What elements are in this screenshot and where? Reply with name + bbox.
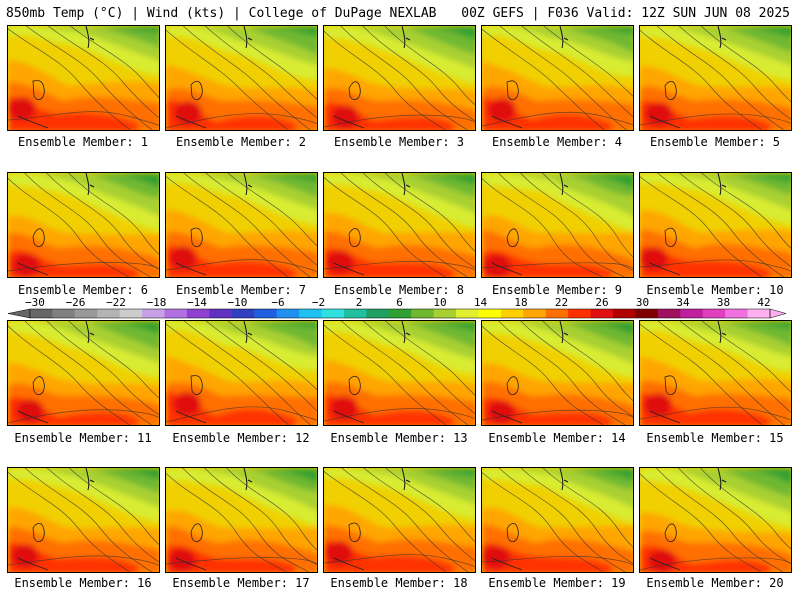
ensemble-member-label: Ensemble Member: 10 (646, 283, 784, 297)
colorbar-tick-label: −30 (25, 296, 45, 309)
run-info: 00Z GEFS | F036 Valid: 12Z SUN JUN 08 20… (461, 6, 790, 21)
ensemble-member-label: Ensemble Member: 3 (333, 135, 465, 149)
ensemble-map-panel (323, 320, 476, 426)
colorbar-tick-label: 6 (396, 296, 403, 309)
colorbar-swatch (164, 309, 188, 318)
colorbar-tick-label: 22 (555, 296, 568, 309)
colorbar-swatch (433, 309, 457, 318)
ensemble-member-label: Ensemble Member: 17 (172, 576, 310, 590)
colorbar-swatch (635, 309, 659, 318)
ensemble-member-label: Ensemble Member: 4 (491, 135, 623, 149)
ensemble-member-label: Ensemble Member: 19 (488, 576, 626, 590)
colorbar-swatch (299, 309, 323, 318)
ensemble-map-panel (165, 320, 318, 426)
ensemble-member-label: Ensemble Member: 13 (330, 431, 468, 445)
ensemble-map-panel (639, 172, 792, 278)
ensemble-map-panel (7, 320, 160, 426)
colorbar-swatch (411, 309, 435, 318)
colorbar-swatch (747, 309, 771, 318)
colorbar-tick-label: −2 (312, 296, 325, 309)
ensemble-member-label: Ensemble Member: 6 (17, 283, 149, 297)
colorbar-tick-label: 26 (595, 296, 608, 309)
ensemble-member-label: Ensemble Member: 7 (175, 283, 307, 297)
ensemble-map-panel (323, 172, 476, 278)
colorbar-right-arrow (769, 308, 787, 319)
ensemble-member-label: Ensemble Member: 15 (646, 431, 784, 445)
colorbar-tick-label: −14 (187, 296, 207, 309)
colorbar-swatch (613, 309, 636, 318)
colorbar-swatch (74, 309, 98, 318)
colorbar-tick-label: −6 (271, 296, 284, 309)
ensemble-map-panel (323, 25, 476, 131)
colorbar-swatch (276, 309, 300, 318)
ensemble-map-panel (481, 25, 634, 131)
colorbar-swatch (97, 309, 121, 318)
colorbar-swatch (725, 309, 749, 318)
colorbar-tick-label: −10 (228, 296, 248, 309)
temperature-colorbar: −30 −26 −22 −18 −14 −10 −6 −2 2 6 10 14 18 22 26 30 34 38… (7, 296, 787, 319)
colorbar-swatch (142, 309, 166, 318)
ensemble-member-label: Ensemble Member: 5 (649, 135, 781, 149)
ensemble-member-label: Ensemble Member: 20 (646, 576, 784, 590)
ensemble-member-label: Ensemble Member: 11 (14, 431, 152, 445)
ensemble-map-panel (165, 25, 318, 131)
colorbar-tick-label: 30 (636, 296, 649, 309)
ensemble-member-label: Ensemble Member: 18 (330, 576, 468, 590)
colorbar-swatch (680, 309, 704, 318)
colorbar-tick-label: −18 (147, 296, 167, 309)
ensemble-map-panel (165, 467, 318, 573)
ensemble-member-label: Ensemble Member: 8 (333, 283, 465, 297)
colorbar-tick-label: −22 (106, 296, 126, 309)
ensemble-member-label: Ensemble Member: 1 (17, 135, 149, 149)
colorbar-swatch (231, 309, 255, 318)
colorbar-tick-label: 2 (356, 296, 363, 309)
colorbar-swatch (366, 309, 390, 318)
ensemble-member-label: Ensemble Member: 2 (175, 135, 307, 149)
colorbar-tick-label: 38 (717, 296, 730, 309)
colorbar-swatch (702, 309, 726, 318)
colorbar-swatch (478, 309, 502, 318)
ensemble-map-panel (639, 467, 792, 573)
colorbar-swatch (321, 309, 345, 318)
ensemble-map-panel (639, 25, 792, 131)
ensemble-map-panel (481, 172, 634, 278)
colorbar-swatch (590, 309, 614, 318)
ensemble-map-panel (323, 467, 476, 573)
colorbar-swatch (209, 309, 233, 318)
ensemble-map-panel (165, 172, 318, 278)
colorbar-tick-label: 42 (757, 296, 770, 309)
ensemble-map-panel (481, 320, 634, 426)
colorbar-tick-label: 10 (433, 296, 446, 309)
ensemble-member-label: Ensemble Member: 16 (14, 576, 152, 590)
ensemble-map-panel (7, 467, 160, 573)
colorbar-tick-label: 18 (514, 296, 527, 309)
colorbar-swatch (343, 309, 367, 318)
colorbar-swatch (254, 309, 278, 318)
colorbar-swatch (388, 309, 412, 318)
ensemble-member-label: Ensemble Member: 14 (488, 431, 626, 445)
colorbar-swatch (456, 309, 479, 318)
colorbar-tick-label: 34 (676, 296, 690, 309)
colorbar-swatch (30, 309, 53, 318)
colorbar-left-arrow (7, 308, 31, 319)
product-title: 850mb Temp (°C) | Wind (kts) | College o… (6, 6, 437, 21)
colorbar-tick-label: −26 (66, 296, 86, 309)
ensemble-map-panel (7, 25, 160, 131)
colorbar-swatch (523, 309, 547, 318)
ensemble-map-panel (7, 172, 160, 278)
colorbar-swatch (186, 309, 210, 318)
colorbar-swatch (500, 309, 524, 318)
ensemble-map-panel (481, 467, 634, 573)
colorbar-swatch (52, 309, 76, 318)
ensemble-map-panel (639, 320, 792, 426)
ensemble-member-label: Ensemble Member: 9 (491, 283, 623, 297)
ensemble-member-label: Ensemble Member: 12 (172, 431, 310, 445)
colorbar-swatch (568, 309, 592, 318)
colorbar-tick-label: 14 (474, 296, 488, 309)
colorbar-swatch (545, 309, 569, 318)
colorbar-swatch (657, 309, 681, 318)
colorbar-swatch (119, 309, 143, 318)
